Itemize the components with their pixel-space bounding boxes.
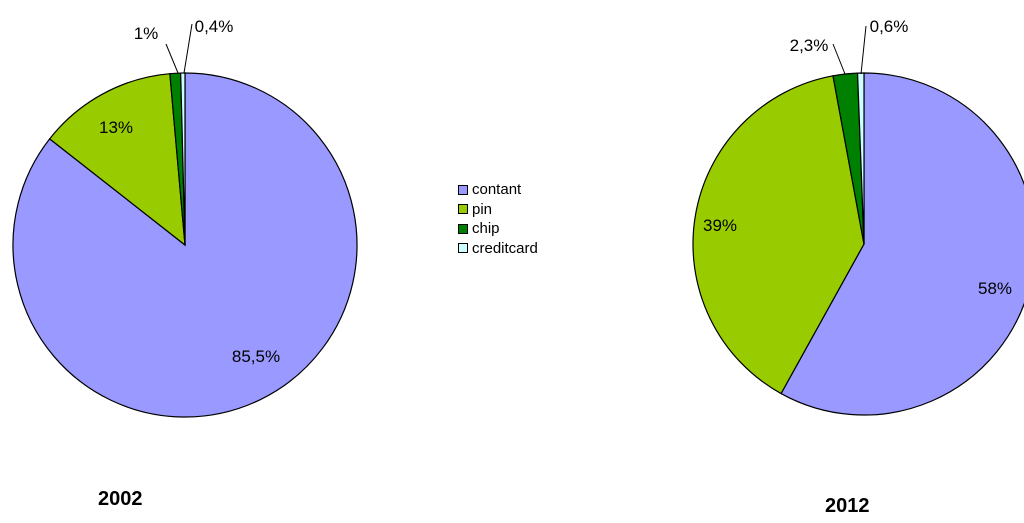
leader-line-2002-chip	[165, 43, 179, 74]
legend-item-creditcard: creditcard	[458, 239, 538, 259]
legend-swatch-contant	[458, 184, 468, 195]
legend-swatch-creditcard	[458, 243, 468, 254]
data-label-2002-pin: 13%	[99, 118, 133, 137]
pie-slice-2012-pin	[692, 75, 865, 395]
leader-line-2012-chip	[832, 43, 846, 75]
legend-item-chip: chip	[458, 219, 538, 239]
data-label-2002-creditcard: 0,4%	[195, 17, 234, 36]
data-label-2002-chip: 1%	[134, 24, 159, 43]
legend-label-creditcard: creditcard	[472, 239, 538, 257]
pie-chart-2002: 85,5% 13% 1% 0,4%	[12, 17, 358, 418]
legend-swatch-pin	[458, 204, 468, 215]
pie-slice-2012-contant	[780, 72, 1024, 416]
pie-chart-2012: 58% 39% 2,3% 0,6%	[692, 17, 1024, 416]
pie-slice-2002-creditcard	[180, 72, 186, 246]
legend: contant pin chip creditcard	[458, 180, 538, 258]
legend-item-contant: contant	[458, 180, 538, 200]
pie-slice-2002-pin	[48, 73, 186, 247]
legend-label-chip: chip	[472, 220, 500, 238]
legend-swatch-chip	[458, 223, 468, 234]
leader-line-2012-creditcard	[860, 25, 867, 75]
pie-title-2012: 2012	[825, 495, 870, 517]
data-label-2012-pin: 39%	[703, 216, 737, 235]
data-label-2012-chip: 2,3%	[790, 36, 829, 55]
leader-line-2002-creditcard	[183, 23, 193, 74]
pie-title-2002: 2002	[98, 488, 143, 510]
legend-label-pin: pin	[472, 200, 493, 218]
data-label-2012-creditcard: 0,6%	[870, 17, 909, 36]
legend-label-contant: contant	[472, 181, 522, 199]
legend-item-pin: pin	[458, 200, 538, 220]
data-label-2002-contant: 85,5%	[232, 347, 280, 366]
data-label-2012-contant: 58%	[978, 279, 1012, 298]
